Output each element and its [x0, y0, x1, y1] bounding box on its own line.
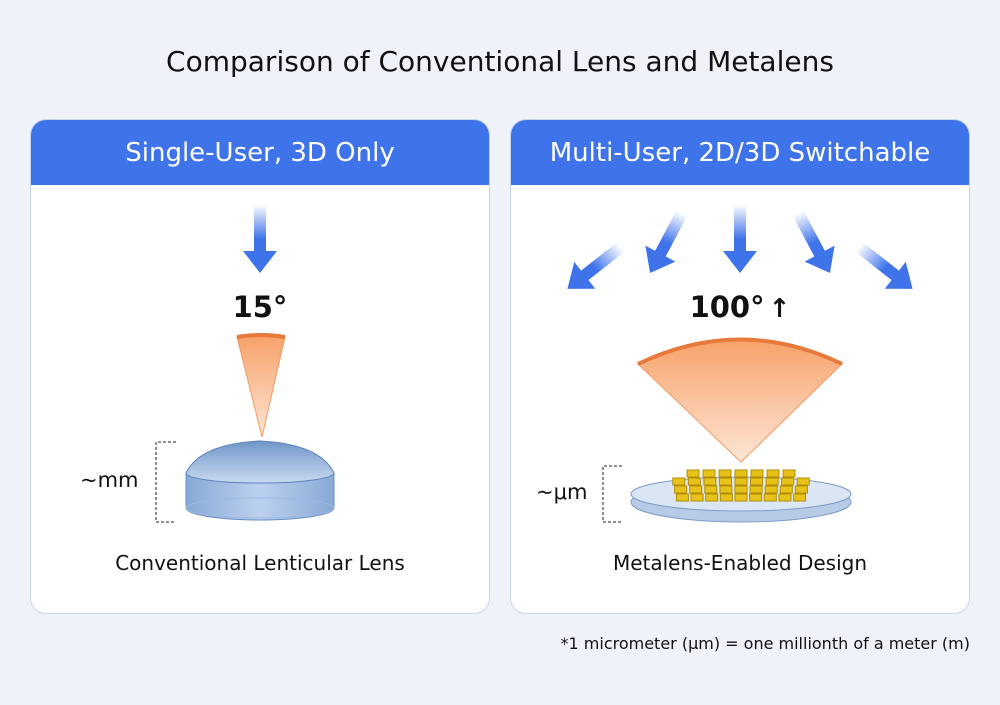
nano-pillar — [689, 485, 703, 494]
nano-pillar — [763, 493, 777, 502]
nano-pillar — [734, 493, 748, 502]
metalens-icon — [630, 469, 852, 523]
nano-pillar — [749, 493, 763, 502]
nano-pillar — [734, 485, 748, 494]
nano-pillar — [702, 469, 716, 478]
nano-pillar — [705, 493, 719, 502]
wide-view-fan — [637, 337, 843, 463]
nano-pillar — [781, 477, 795, 486]
nano-pillar — [778, 493, 792, 502]
nano-pillar — [794, 485, 808, 494]
nano-pillar — [734, 477, 748, 486]
nano-pillar — [749, 485, 763, 494]
incoming-light-arrow-icon — [243, 205, 277, 273]
nano-pillar — [703, 477, 717, 486]
nano-pillar — [796, 477, 810, 486]
footnote: *1 micrometer (μm) = one millionth of a … — [560, 634, 970, 653]
card-header: Multi-User, 2D/3D Switchable — [511, 120, 969, 185]
nano-pillar — [766, 469, 780, 478]
nano-pillar — [734, 469, 748, 478]
nano-pillar — [674, 485, 688, 494]
angle-value: 100° — [689, 290, 765, 324]
nano-pillar — [750, 477, 764, 486]
nano-pillar — [687, 477, 701, 486]
arrow-up-icon: ↑ — [768, 294, 791, 324]
nano-pillar — [718, 477, 732, 486]
scale-label: ~mm — [80, 468, 139, 492]
nano-pillar — [782, 469, 796, 478]
card-header: Single-User, 3D Only — [31, 120, 489, 185]
nano-pillar — [690, 493, 704, 502]
nano-pillar — [672, 477, 686, 486]
incoming-light-arrows-icon — [556, 205, 924, 303]
page-title: Comparison of Conventional Lens and Meta… — [166, 45, 834, 78]
nano-pillar — [779, 485, 793, 494]
view-angle-label: 15° — [232, 290, 288, 324]
nano-pillar — [718, 469, 732, 478]
lens-caption: Metalens-Enabled Design — [612, 551, 868, 575]
view-angle-label: 100° ↑ — [690, 290, 791, 324]
scale-label: ~μm — [536, 480, 588, 504]
height-bracket — [155, 441, 176, 523]
lens-caption: Conventional Lenticular Lens — [115, 551, 405, 575]
nano-pillar — [750, 469, 764, 478]
lenticular-lens-icon — [185, 440, 335, 521]
nano-pillar — [719, 485, 733, 494]
nano-pillar — [686, 469, 700, 478]
nano-pillar — [675, 493, 689, 502]
nano-pillar — [765, 477, 779, 486]
narrow-view-cone — [236, 333, 286, 438]
nano-pillar — [704, 485, 718, 494]
nano-pillar — [719, 493, 733, 502]
height-bracket — [602, 465, 622, 523]
nano-pillar — [793, 493, 807, 502]
nano-pillar — [764, 485, 778, 494]
